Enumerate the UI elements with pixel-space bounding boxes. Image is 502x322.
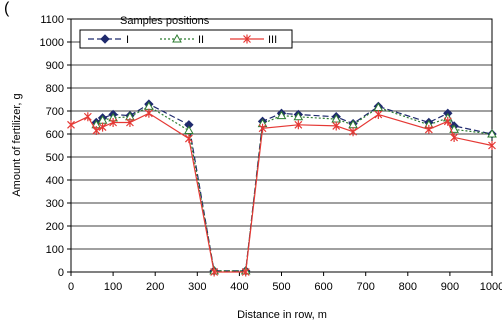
- data-point: [293, 111, 304, 121]
- x-tick-label: 700: [357, 281, 375, 293]
- data-point: [92, 126, 101, 136]
- heading-fragment: (: [4, 0, 10, 17]
- data-point: [349, 127, 357, 137]
- data-point: [98, 122, 107, 132]
- data-point: [450, 132, 459, 142]
- data-point: [276, 110, 287, 120]
- data-point: [424, 124, 433, 134]
- y-tick-label: 0: [58, 267, 64, 279]
- y-tick-label: 300: [46, 198, 64, 210]
- x-tick-label: 500: [272, 281, 290, 293]
- data-point: [184, 134, 193, 144]
- x-tick-label: 0: [68, 281, 74, 293]
- data-point: [449, 124, 459, 133]
- series-line: [70, 112, 493, 273]
- data-point: [488, 141, 496, 150]
- legend-label: I: [126, 34, 129, 46]
- data-point: [443, 116, 452, 126]
- data-point: [487, 128, 497, 138]
- data-point: [294, 120, 303, 130]
- y-tick-label: 400: [46, 175, 64, 187]
- legend-marker: [100, 34, 110, 44]
- x-tick-label: 600: [314, 281, 332, 293]
- legend-items: I II III: [88, 33, 277, 46]
- data-point: [144, 108, 153, 118]
- data-point: [241, 267, 250, 277]
- data-point: [210, 267, 219, 277]
- data-point: [83, 112, 92, 122]
- series-2: [91, 101, 497, 275]
- x-tick-labels: 0 100 200 300 400 500 600 700 800 900 1000: [68, 281, 502, 293]
- x-tick-label: 1000: [480, 281, 502, 293]
- x-tick-label: 800: [399, 281, 417, 293]
- x-axis-label: Distance in row, m: [237, 309, 327, 321]
- data-point: [109, 118, 118, 127]
- y-tick-label: 200: [46, 221, 64, 233]
- legend: Samples positions I II III: [79, 15, 293, 49]
- y-axis-label: Amount of fertilizer, g: [11, 93, 23, 196]
- y-tick-label: 500: [46, 152, 64, 164]
- x-tick-label: 200: [146, 281, 164, 293]
- data-point: [332, 121, 341, 131]
- y-tick-label: 1000: [40, 37, 64, 49]
- data-point: [67, 120, 75, 130]
- y-tick-label: 900: [46, 60, 64, 72]
- grid: [71, 41, 492, 250]
- data-point: [258, 123, 267, 133]
- x-tick-label: 300: [188, 281, 206, 293]
- x-tick-label: 900: [441, 281, 459, 293]
- y-tick-label: 700: [46, 106, 64, 118]
- series-3: [67, 108, 496, 277]
- series-line: [95, 103, 493, 272]
- series-lines: [67, 99, 497, 277]
- legend-label: II: [198, 34, 204, 46]
- y-tick-label: 800: [46, 83, 64, 95]
- legend-label: III: [268, 34, 277, 46]
- axes: [67, 18, 493, 276]
- y-tick-label: 1100: [40, 14, 64, 26]
- data-point: [126, 118, 134, 127]
- data-point: [184, 125, 194, 135]
- y-tick-label: 600: [46, 129, 64, 141]
- series-line: [95, 105, 493, 272]
- x-tick-label: 400: [230, 281, 248, 293]
- data-point: [374, 109, 383, 119]
- legend-marker: [243, 34, 251, 44]
- plot-frame: [70, 18, 493, 273]
- x-tick-label: 100: [104, 281, 122, 293]
- y-tick-labels: 0 100 200 300 400 500 600 700 800 900 1000 1100: [40, 14, 64, 279]
- y-tick-label: 100: [46, 244, 64, 256]
- legend-marker: [172, 33, 182, 43]
- legend-title: Samples positions: [120, 15, 210, 27]
